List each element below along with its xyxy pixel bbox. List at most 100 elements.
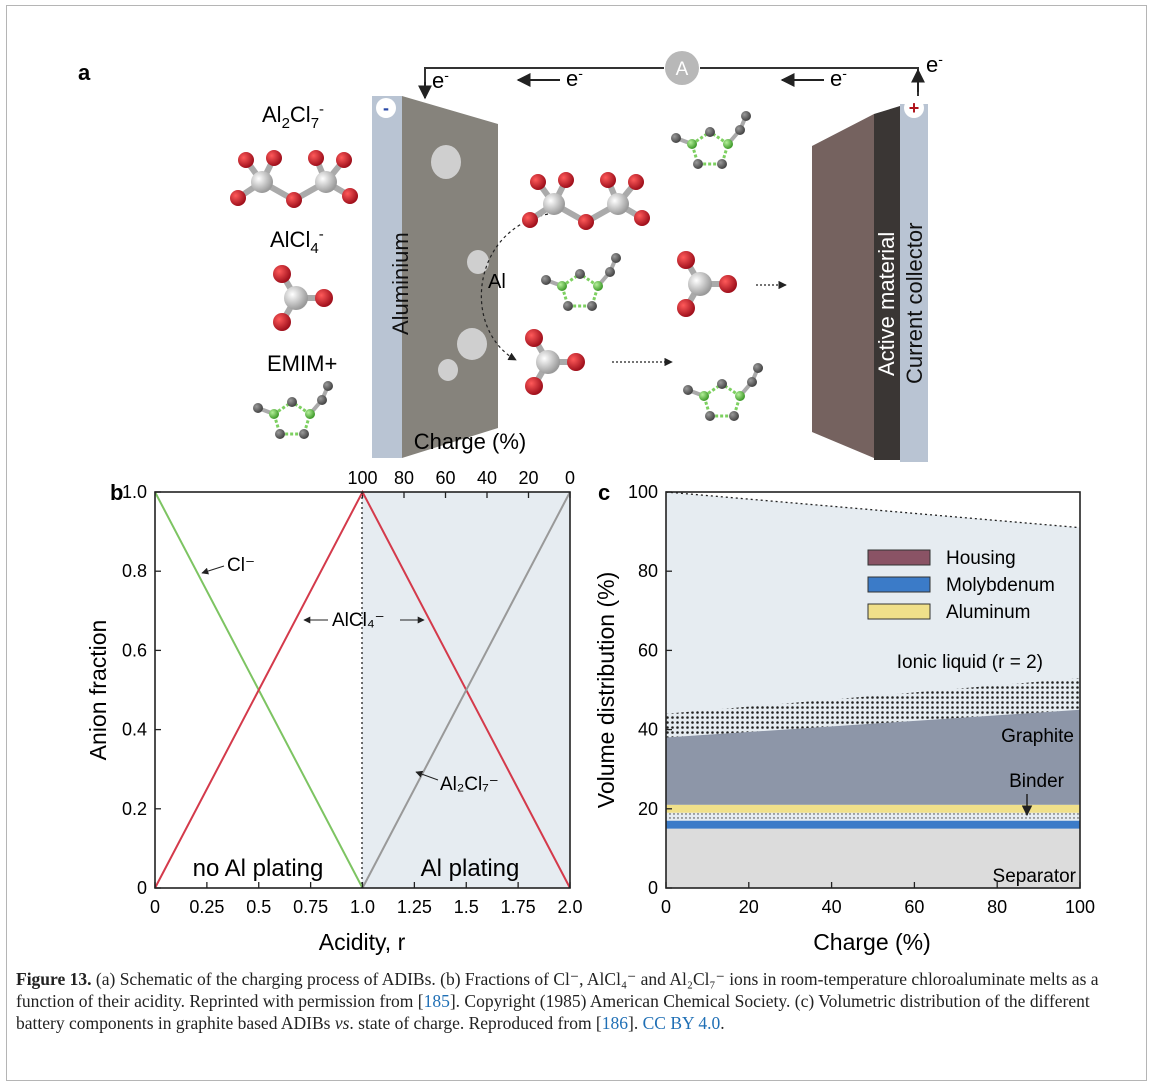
figure-frame xyxy=(6,5,1147,1081)
y-tick-label: 0.8 xyxy=(122,561,147,581)
top-tick-label: 0 xyxy=(565,468,575,488)
al2cl7-series-label: Al₂Cl₇⁻ xyxy=(440,774,499,795)
electron-label-4: e- xyxy=(926,51,943,77)
legend-label: Housing xyxy=(946,548,1016,569)
caption-text: . state of charge. Reproduced from [ xyxy=(349,1013,602,1033)
separator-label: Separator xyxy=(993,866,1077,887)
al2cl7-annotation-arrow xyxy=(415,770,439,781)
alcl4-series-label: AlCl₄⁻ xyxy=(332,610,385,631)
active-material-label: Active material xyxy=(874,232,899,376)
alcl4-molecule-icon xyxy=(273,265,333,331)
layer-separator xyxy=(666,828,1080,888)
electron-label-1: e- xyxy=(432,67,449,93)
x-axis-ticks: 0 20 40 60 80 100 xyxy=(661,882,1095,917)
al-deposit-3 xyxy=(457,328,487,360)
legend: Housing Molybdenum Aluminum xyxy=(867,548,1055,623)
y-axis-ticks: 0 20 40 60 80 100 xyxy=(628,482,672,898)
panel-c: c 0 20 40 60 80 100 0 20 40 60 80 100 Housing Molyb… xyxy=(593,480,1095,955)
circuit-wire-left xyxy=(424,67,664,96)
aluminium-electrode-face xyxy=(402,96,498,458)
y-axis-title: Volume distribution (%) xyxy=(593,572,619,809)
y-tick-label: 0 xyxy=(137,878,147,898)
panel-a-label: a xyxy=(78,60,91,85)
x-tick-label: 0.75 xyxy=(293,897,328,917)
binder-label: Binder xyxy=(1009,771,1065,792)
x-tick-label: 80 xyxy=(987,897,1007,917)
emim-legend-label: EMIM+ xyxy=(267,351,337,376)
negative-terminal-icon xyxy=(376,98,396,118)
figure-label: Figure 13. xyxy=(16,969,92,989)
x-tick-label: 100 xyxy=(1065,897,1095,917)
y-tick-label: 40 xyxy=(638,720,658,740)
positive-terminal-icon xyxy=(904,98,924,118)
license-link[interactable]: CC BY 4.0 xyxy=(642,1013,721,1033)
panel-c-label: c xyxy=(598,480,610,505)
current-collector-label: Current collector xyxy=(902,223,927,384)
aluminium-electrode-front xyxy=(372,96,402,458)
series-line xyxy=(361,491,571,889)
caption-text: (a) Schematic of the charging process of… xyxy=(16,969,1099,1011)
aluminium-label: Aluminium xyxy=(388,232,413,335)
reference-link-185[interactable]: 185 xyxy=(423,991,450,1011)
emim-molecule-icon xyxy=(669,109,753,171)
negative-terminal-sign: - xyxy=(383,98,389,118)
top-tick-label: 20 xyxy=(518,468,538,488)
y-tick-label: 1.0 xyxy=(122,482,147,502)
layer-molybdenum xyxy=(666,820,1080,829)
x-tick-label: 1.25 xyxy=(397,897,432,917)
emim-molecule-icon xyxy=(681,361,765,423)
legend-swatch xyxy=(867,603,931,620)
y-tick-label: 80 xyxy=(638,561,658,581)
cl-annotation-arrow xyxy=(201,565,225,575)
panel-c-axes-box xyxy=(665,491,1081,889)
legend-label: Molybdenum xyxy=(946,575,1055,596)
alcl4-molecule-icon xyxy=(677,251,737,317)
al-plating-label: Al plating xyxy=(421,855,520,882)
x-tick-label: 1.0 xyxy=(350,897,375,917)
volume-layers xyxy=(665,491,1081,888)
reaction-arrow xyxy=(480,213,549,361)
reference-link-186[interactable]: 186 xyxy=(601,1013,629,1033)
layer-binder xyxy=(666,812,1080,821)
legend-label: Aluminum xyxy=(946,602,1030,623)
ammeter-icon xyxy=(665,51,699,85)
emim-molecule-icon xyxy=(539,251,623,313)
caption-text: vs xyxy=(334,1013,350,1033)
top-tick-label: 100 xyxy=(347,468,377,488)
al-deposit-2 xyxy=(467,250,489,274)
active-material-face xyxy=(812,114,874,458)
alcl4-legend-label: AlCl4- xyxy=(270,226,324,257)
x-tick-label: 40 xyxy=(822,897,842,917)
panel-a: a A e- e- e- e- - Aluminium Al + Active … xyxy=(78,51,943,462)
legend-swatch xyxy=(867,549,931,566)
ionic-liquid-label: Ionic liquid (r = 2) xyxy=(897,652,1043,673)
al-label: Al xyxy=(488,271,506,293)
al-deposit-1 xyxy=(431,145,461,179)
x-axis-title: Charge (%) xyxy=(813,929,931,955)
al-deposit-4 xyxy=(438,359,458,381)
x-axis-title: Acidity, r xyxy=(319,929,406,955)
legend-swatch xyxy=(867,576,931,593)
layer-graphite xyxy=(666,709,1080,805)
y-tick-label: 0.4 xyxy=(122,720,147,740)
caption-text: ]. Copyright (1985) American Chemical So… xyxy=(16,991,1090,1033)
electron-label-2: e- xyxy=(566,65,583,91)
x-tick-label: 0 xyxy=(661,897,671,917)
graphite-label: Graphite xyxy=(1001,726,1074,747)
panel-b: b Charge (%) 100 80 60 40 20 0 0 0.25 0.5 0.75 1.… xyxy=(85,429,583,955)
total-volume-line xyxy=(665,491,1081,529)
x-axis-ticks: 0 0.25 0.5 0.75 1.0 1.25 1.5 1.75 2.0 xyxy=(150,882,583,917)
y-tick-label: 100 xyxy=(628,482,658,502)
top-tick-label: 40 xyxy=(477,468,497,488)
ammeter-label: A xyxy=(676,59,689,80)
no-al-plating-label: no Al plating xyxy=(193,855,324,882)
top-tick-label: 80 xyxy=(394,468,414,488)
x-tick-label: 60 xyxy=(904,897,924,917)
electron-label-3: e- xyxy=(830,65,847,91)
y-axis-ticks: 0 0.2 0.4 0.6 0.8 1.0 xyxy=(122,482,161,898)
y-tick-label: 60 xyxy=(638,640,658,660)
x-tick-label: 0.5 xyxy=(246,897,271,917)
current-collector xyxy=(900,104,928,462)
layer-aluminum xyxy=(666,804,1080,813)
x-tick-label: 0.25 xyxy=(189,897,224,917)
